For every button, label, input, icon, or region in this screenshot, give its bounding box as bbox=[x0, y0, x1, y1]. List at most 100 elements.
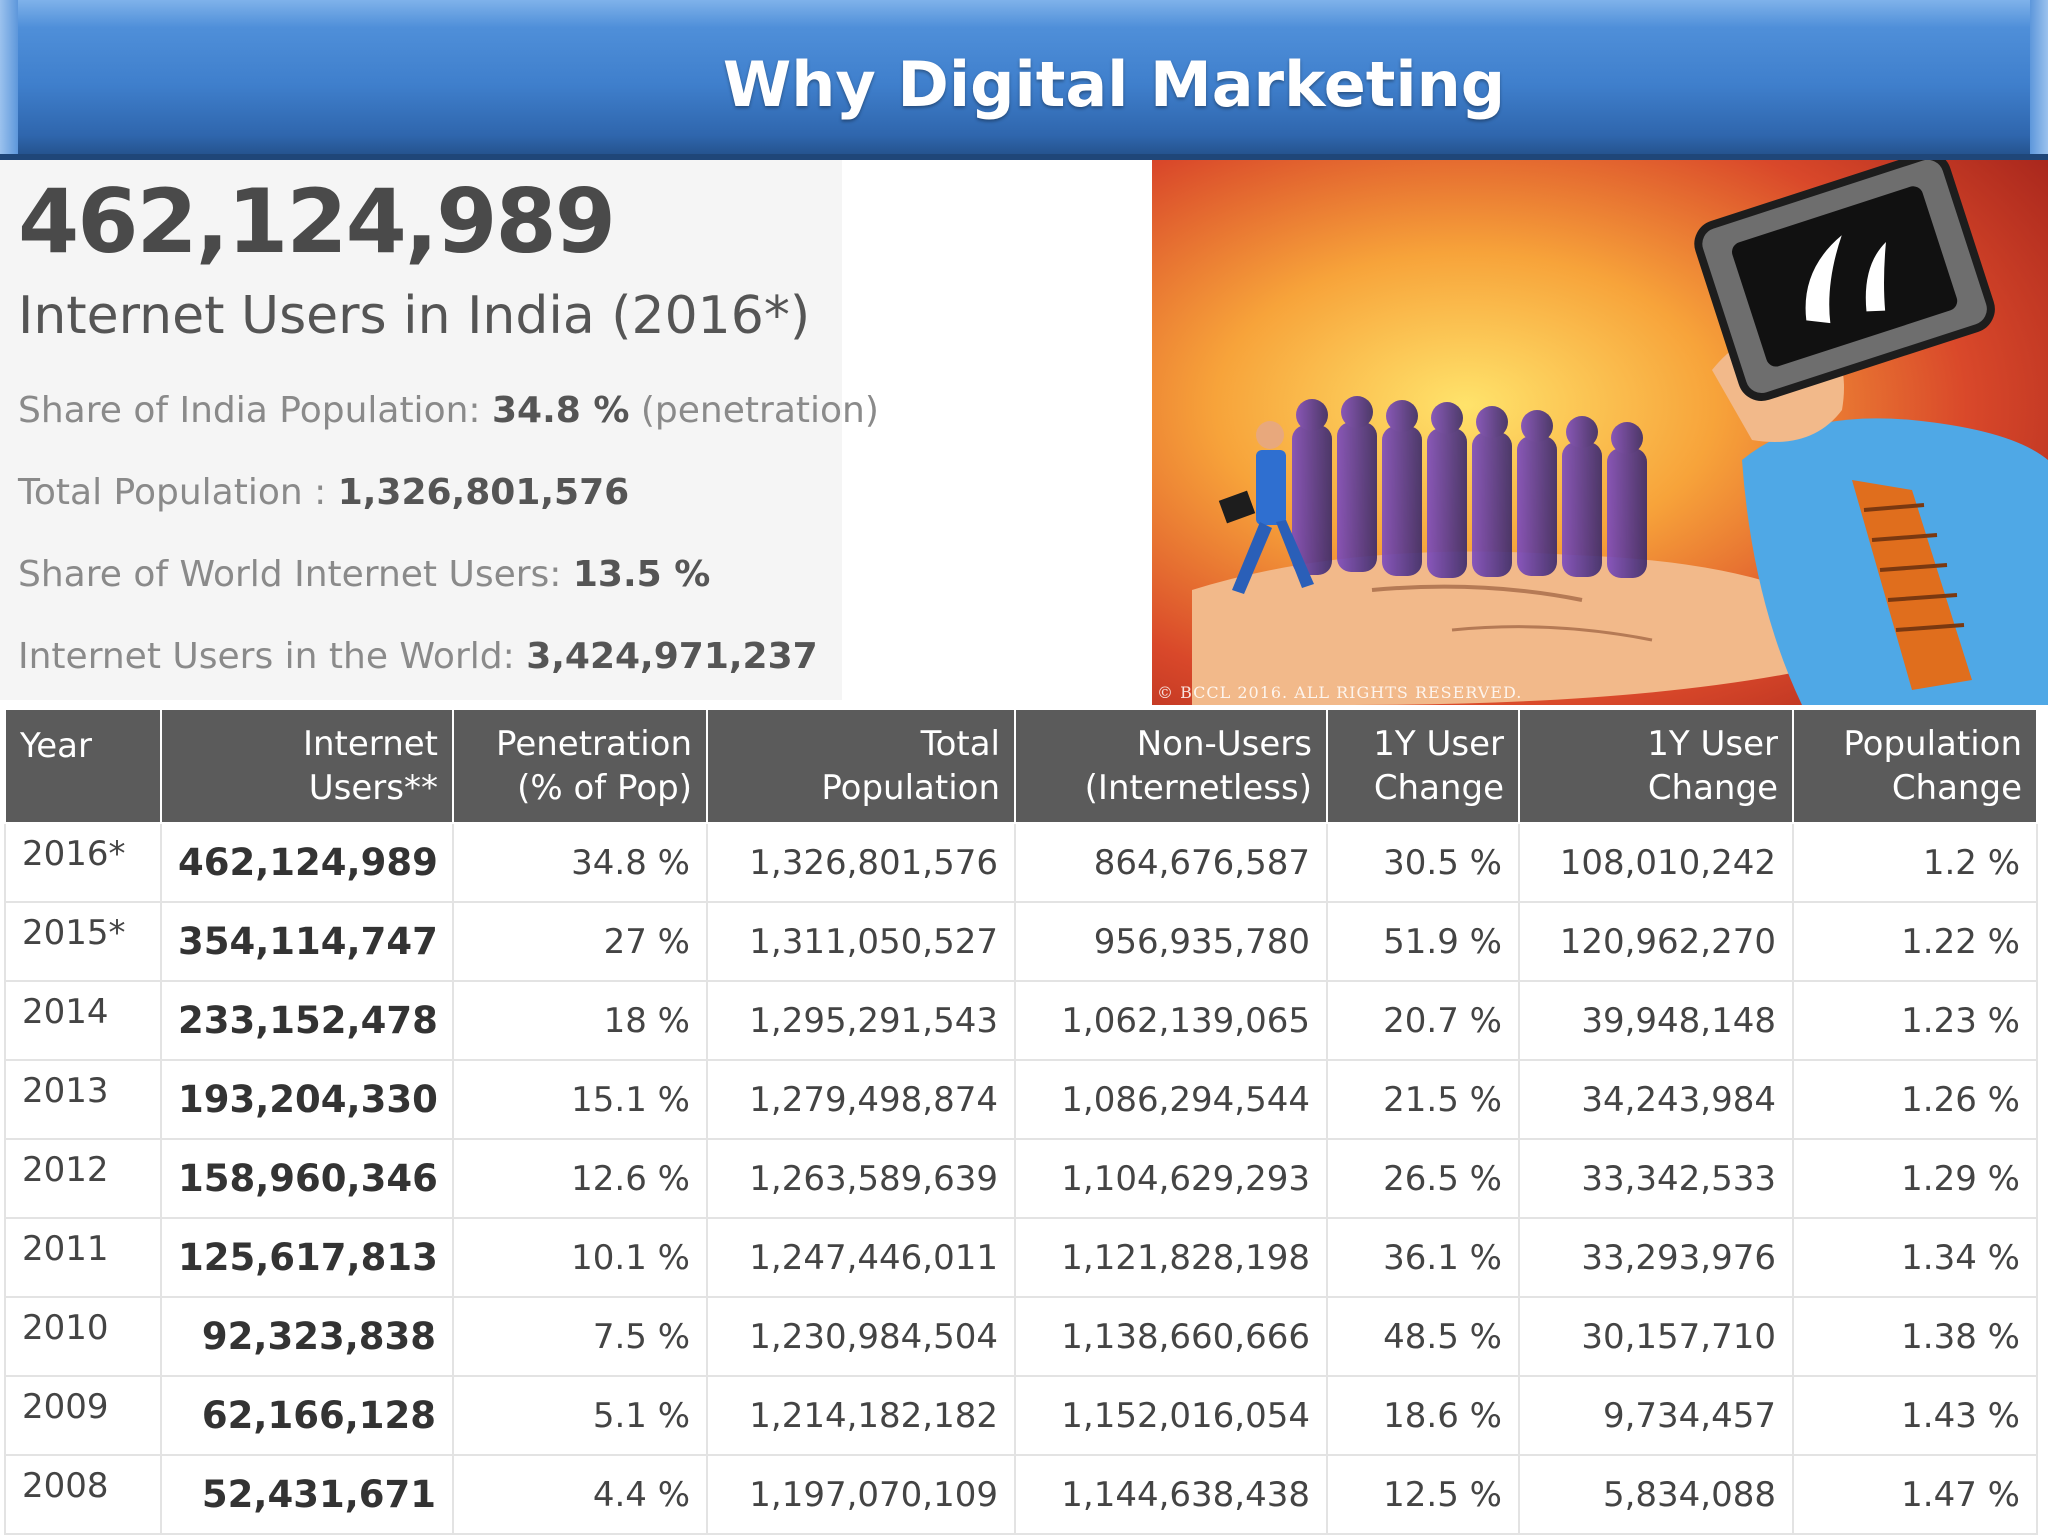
cell-population-change: 1.22 % bbox=[1792, 901, 2038, 982]
cell-population-change: 1.29 % bbox=[1792, 1138, 2038, 1219]
cell-total-population: 1,197,070,109 bbox=[706, 1454, 1016, 1535]
cell-total-population: 1,311,050,527 bbox=[706, 901, 1016, 982]
cell-non-users: 1,144,638,438 bbox=[1014, 1454, 1328, 1535]
cell-internet-users: 62,166,128 bbox=[160, 1375, 454, 1456]
cell-total-population: 1,295,291,543 bbox=[706, 980, 1016, 1061]
column-header-line: Population bbox=[821, 768, 1000, 808]
headline-number: 462,124,989 bbox=[18, 170, 616, 273]
internet-users-table: Year Internet Users** Penetration (% of Pop)… bbox=[4, 708, 2038, 1536]
cell-total-population: 1,279,498,874 bbox=[706, 1059, 1016, 1140]
column-header-line: Total bbox=[920, 724, 1000, 764]
cell-penetration: 7.5 % bbox=[452, 1296, 708, 1377]
cell-user-change: 34,243,984 bbox=[1518, 1059, 1794, 1140]
cell-internet-users: 158,960,346 bbox=[160, 1138, 454, 1219]
cell-penetration: 12.6 % bbox=[452, 1138, 708, 1219]
cell-user-change-pct: 12.5 % bbox=[1326, 1454, 1520, 1535]
share-world-value: 13.5 % bbox=[572, 554, 711, 595]
cell-internet-users: 462,124,989 bbox=[160, 822, 454, 903]
share-world-line: Share of World Internet Users: 13.5 % bbox=[18, 554, 710, 595]
column-header-line: (% of Pop) bbox=[517, 768, 692, 808]
cell-year: 2014 bbox=[4, 980, 162, 1061]
world-users-line: Internet Users in the World: 3,424,971,2… bbox=[18, 636, 818, 677]
cell-non-users: 1,152,016,054 bbox=[1014, 1375, 1328, 1456]
cell-non-users: 1,138,660,666 bbox=[1014, 1296, 1328, 1377]
table-row: 2009 62,166,128 5.1 % 1,214,182,182 1,152,01… bbox=[4, 1375, 2038, 1456]
table-row: 2015* 354,114,747 27 % 1,311,050,527 956,935… bbox=[4, 901, 2038, 982]
total-population-label: Total Population : bbox=[18, 472, 327, 513]
cell-user-change: 39,948,148 bbox=[1518, 980, 1794, 1061]
column-header-line: Change bbox=[1647, 768, 1778, 808]
table-row: 2012 158,960,346 12.6 % 1,263,589,639 1,104,… bbox=[4, 1138, 2038, 1219]
cell-user-change: 33,342,533 bbox=[1518, 1138, 1794, 1219]
column-header-line: Change bbox=[1891, 768, 2022, 808]
cell-user-change: 9,734,457 bbox=[1518, 1375, 1794, 1456]
cell-user-change-pct: 36.1 % bbox=[1326, 1217, 1520, 1298]
cell-internet-users: 233,152,478 bbox=[160, 980, 454, 1061]
table-body: 2016* 462,124,989 34.8 % 1,326,801,576 864,6… bbox=[4, 822, 2038, 1535]
cell-internet-users: 354,114,747 bbox=[160, 901, 454, 982]
cell-internet-users: 52,431,671 bbox=[160, 1454, 454, 1535]
cell-year: 2011 bbox=[4, 1217, 162, 1298]
illustration-image bbox=[1152, 160, 2048, 705]
cell-total-population: 1,326,801,576 bbox=[706, 822, 1016, 903]
cell-penetration: 5.1 % bbox=[452, 1375, 708, 1456]
cell-user-change: 108,010,242 bbox=[1518, 822, 1794, 903]
column-header-internet-users: Internet Users** bbox=[160, 708, 454, 824]
total-population-line: Total Population : 1,326,801,576 bbox=[18, 472, 629, 513]
cell-population-change: 1.23 % bbox=[1792, 980, 2038, 1061]
table-header-row: Year Internet Users** Penetration (% of Pop)… bbox=[4, 708, 2038, 824]
cell-year: 2013 bbox=[4, 1059, 162, 1140]
table-row: 2011 125,617,813 10.1 % 1,247,446,011 1,121,… bbox=[4, 1217, 2038, 1298]
share-world-label: Share of World Internet Users: bbox=[18, 554, 562, 595]
column-header-line: Change bbox=[1373, 768, 1504, 808]
column-header-line: 1Y User bbox=[1373, 724, 1504, 764]
cell-year: 2008 bbox=[4, 1454, 162, 1535]
column-header-user-change-pct: 1Y User Change bbox=[1326, 708, 1520, 824]
table-row: 2013 193,204,330 15.1 % 1,279,498,874 1,086,… bbox=[4, 1059, 2038, 1140]
column-header-user-change: 1Y User Change bbox=[1518, 708, 1794, 824]
table-row: 2010 92,323,838 7.5 % 1,230,984,504 1,138,66… bbox=[4, 1296, 2038, 1377]
cell-year: 2009 bbox=[4, 1375, 162, 1456]
cell-population-change: 1.38 % bbox=[1792, 1296, 2038, 1377]
cell-non-users: 1,086,294,544 bbox=[1014, 1059, 1328, 1140]
data-table: Year Internet Users** Penetration (% of Pop)… bbox=[4, 708, 2038, 1535]
cell-year: 2016* bbox=[4, 822, 162, 903]
column-header-line: Users** bbox=[308, 768, 438, 808]
cell-non-users: 1,062,139,065 bbox=[1014, 980, 1328, 1061]
cell-non-users: 1,104,629,293 bbox=[1014, 1138, 1328, 1219]
share-india-note: (penetration) bbox=[640, 390, 879, 431]
cell-year: 2010 bbox=[4, 1296, 162, 1377]
column-header-line: (Internetless) bbox=[1084, 768, 1312, 808]
cell-total-population: 1,263,589,639 bbox=[706, 1138, 1016, 1219]
illustration-svg bbox=[1152, 160, 2048, 705]
cell-population-change: 1.2 % bbox=[1792, 822, 2038, 903]
column-header-year: Year bbox=[4, 708, 162, 824]
headline-caption: Internet Users in India (2016*) bbox=[18, 286, 811, 346]
column-header-line: Population bbox=[1843, 724, 2022, 764]
cell-user-change-pct: 30.5 % bbox=[1326, 822, 1520, 903]
cell-penetration: 15.1 % bbox=[452, 1059, 708, 1140]
share-india-label: Share of India Population: bbox=[18, 390, 481, 431]
cell-year: 2015* bbox=[4, 901, 162, 982]
cell-user-change: 30,157,710 bbox=[1518, 1296, 1794, 1377]
cell-internet-users: 92,323,838 bbox=[160, 1296, 454, 1377]
column-header-population-change: Population Change bbox=[1792, 708, 2038, 824]
cell-population-change: 1.47 % bbox=[1792, 1454, 2038, 1535]
cell-penetration: 18 % bbox=[452, 980, 708, 1061]
cell-non-users: 1,121,828,198 bbox=[1014, 1217, 1328, 1298]
slide-title: Why Digital Marketing bbox=[722, 48, 1506, 121]
world-users-label: Internet Users in the World: bbox=[18, 636, 515, 677]
column-header-line: Penetration bbox=[496, 724, 692, 764]
column-header-non-users: Non-Users (Internetless) bbox=[1014, 708, 1328, 824]
column-header-penetration: Penetration (% of Pop) bbox=[452, 708, 708, 824]
cell-penetration: 4.4 % bbox=[452, 1454, 708, 1535]
cell-population-change: 1.43 % bbox=[1792, 1375, 2038, 1456]
cell-user-change: 33,293,976 bbox=[1518, 1217, 1794, 1298]
table-row: 2008 52,431,671 4.4 % 1,197,070,109 1,144,63… bbox=[4, 1454, 2038, 1535]
stats-panel: 462,124,989 Internet Users in India (201… bbox=[0, 160, 879, 700]
world-users-value: 3,424,971,237 bbox=[526, 636, 818, 677]
cell-penetration: 27 % bbox=[452, 901, 708, 982]
cell-internet-users: 125,617,813 bbox=[160, 1217, 454, 1298]
cell-user-change-pct: 20.7 % bbox=[1326, 980, 1520, 1061]
total-population-value: 1,326,801,576 bbox=[337, 472, 630, 513]
